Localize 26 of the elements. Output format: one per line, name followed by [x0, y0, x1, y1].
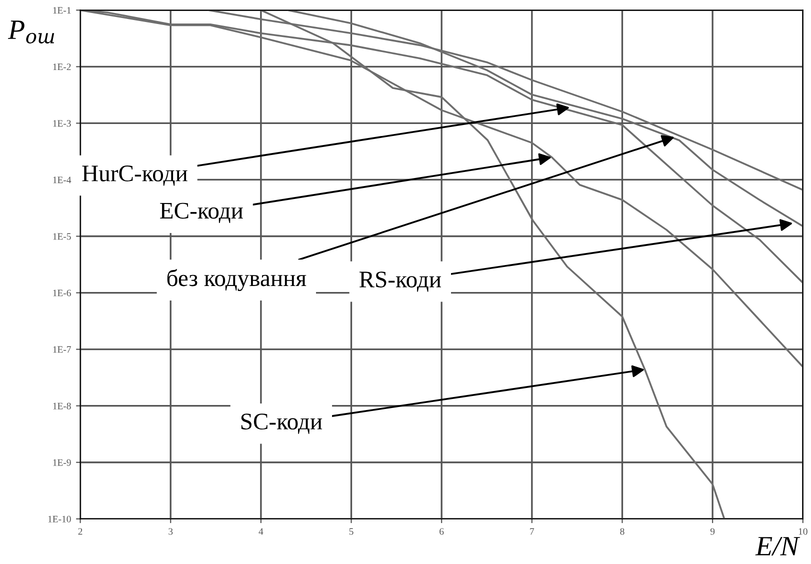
x-axis-title: E/N [755, 536, 800, 556]
x-tick-label: 6 [440, 528, 444, 535]
y-tick-label: 1E-10 [48, 516, 71, 522]
y-tick-label: 1E-4 [53, 176, 72, 184]
x-tick-label: 9 [710, 528, 715, 535]
y-tick-label: 1E-3 [53, 120, 71, 127]
annotation: SC-коди [241, 414, 322, 434]
x-tick-label: 5 [349, 528, 354, 535]
y-tick-label: 1E-8 [53, 402, 71, 410]
y-tick-label: 1E-5 [53, 233, 71, 240]
y-tick-label: 1E-9 [53, 459, 71, 466]
y-tick-label: 1E-6 [53, 290, 71, 296]
y-tick-label: 1E-1 [53, 7, 71, 14]
y-axis-title: P$_{ош}$ [8, 20, 54, 44]
y-tick-label: 1E-2 [53, 64, 71, 70]
annotation: RS-коди [359, 272, 442, 292]
annotation: без кодування [167, 269, 306, 292]
x-tick-label: 2 [78, 528, 82, 535]
x-tick-label: 10 [798, 528, 808, 535]
annotation: EC-коди [160, 202, 243, 224]
x-tick-label: 7 [530, 528, 534, 535]
y-tick-label: 1E-7 [53, 346, 71, 353]
x-tick-label: 8 [620, 528, 624, 535]
x-tick-label: 3 [168, 528, 173, 535]
annotation: HurC-коди [82, 166, 188, 186]
x-tick-label: 4 [258, 528, 264, 535]
